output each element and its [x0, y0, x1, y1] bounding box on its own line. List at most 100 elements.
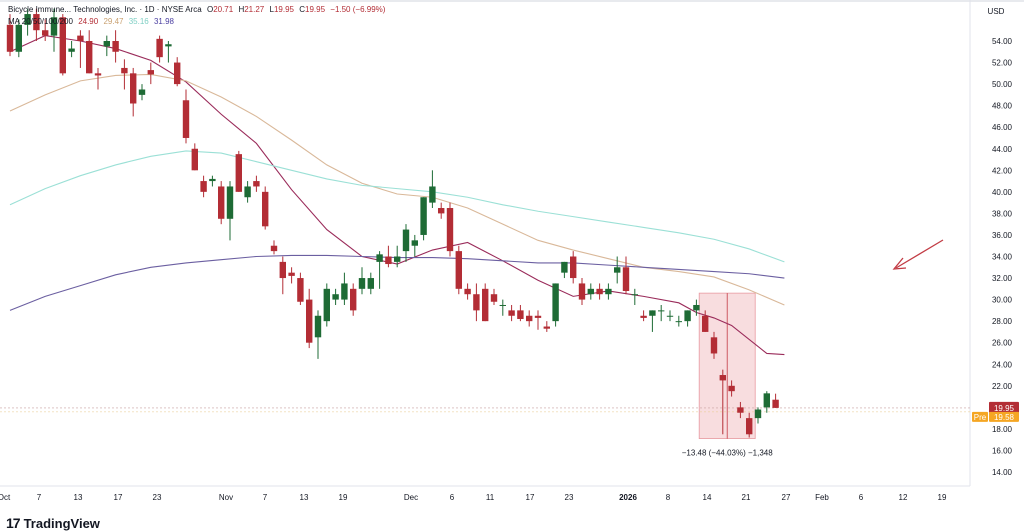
candle-body: [490, 294, 498, 302]
candle-body: [50, 17, 58, 36]
candle-body: [693, 304, 700, 311]
x-tick-label: 14: [703, 493, 712, 502]
x-tick-label: 27: [782, 493, 791, 502]
y-tick-label: 34.00: [992, 253, 1013, 262]
candle-body: [464, 288, 471, 295]
candle-body: [543, 326, 550, 329]
candle-body: [174, 62, 181, 85]
candle-body: [94, 73, 102, 76]
candle-body: [33, 14, 40, 31]
x-tick-label: 13: [74, 493, 83, 502]
candle-body: [534, 315, 542, 318]
measure-label: −13.48 (−44.03%) −1,348: [682, 449, 774, 458]
candle-body: [420, 197, 427, 235]
candle-body: [279, 261, 286, 279]
candle-body: [772, 399, 779, 408]
y-tick-label: 52.00: [992, 59, 1013, 68]
candle-body: [376, 254, 383, 262]
last-price-tag-label: 19.95: [994, 404, 1015, 413]
candle-body: [587, 288, 594, 295]
ohlc-low: 19.95: [273, 5, 294, 14]
y-tick-label: 30.00: [992, 296, 1013, 305]
candle-body: [77, 35, 84, 41]
candle-body: [332, 294, 339, 300]
chart-header: Bicycle Immune... Technologies, Inc. · 1…: [8, 5, 388, 14]
ohlc-high-label: H: [238, 5, 245, 14]
y-tick-label: 44.00: [992, 145, 1013, 154]
candle-body: [147, 70, 154, 75]
candle-body: [640, 315, 647, 318]
candle-body: [288, 272, 295, 276]
tradingview-mark-icon: 17: [6, 515, 21, 531]
candle-body: [763, 393, 770, 408]
ma50-value: 29.47: [103, 17, 124, 26]
x-tick-label: 23: [565, 493, 574, 502]
x-tick-label: 7: [37, 493, 42, 502]
ma-label: MA 20/50/100/200: [8, 17, 73, 26]
candle-body: [631, 294, 638, 296]
candle-body: [482, 288, 489, 322]
candle-body: [429, 186, 436, 203]
x-tick-label: 23: [153, 493, 162, 502]
candle-body: [473, 294, 480, 311]
ohlc-close-label: C: [299, 5, 305, 14]
candle-body: [200, 181, 207, 192]
candle-body: [666, 315, 674, 317]
candle-body: [24, 14, 31, 25]
candle-body: [112, 41, 119, 52]
tradingview-logo[interactable]: 17 TradingView: [6, 515, 100, 531]
y-tick-label: 18.00: [992, 425, 1013, 434]
candle-body: [499, 304, 506, 306]
candle-body: [59, 17, 66, 74]
ohlc-open: 20.71: [213, 5, 234, 14]
ma-line-50: [9, 73, 785, 306]
candle-body: [508, 310, 515, 316]
y-tick-label: 28.00: [992, 317, 1013, 326]
candle-body: [710, 337, 718, 354]
x-tick-label: 8: [666, 493, 671, 502]
candle-body: [156, 38, 163, 58]
y-tick-label: 16.00: [992, 446, 1013, 455]
x-tick-label: 12: [899, 493, 908, 502]
x-tick-label: 7: [263, 493, 268, 502]
candle-body: [323, 288, 330, 322]
candle-body: [719, 375, 726, 381]
y-tick-label: 42.00: [992, 166, 1013, 175]
candle-body: [86, 41, 93, 74]
candle-body: [103, 41, 110, 47]
candle-body: [244, 186, 251, 198]
y-tick-label: 48.00: [992, 102, 1013, 111]
candle-body: [605, 288, 612, 295]
candle-body: [130, 73, 137, 104]
pre-price-tag: [989, 411, 1019, 422]
annotation-arrow-head: [892, 257, 907, 270]
x-tick-label: 17: [526, 493, 535, 502]
x-tick-label: Nov: [219, 493, 233, 502]
ohlc-change: −1.50 (−6.99%): [330, 5, 386, 14]
candle-body: [649, 310, 656, 316]
candle-body: [15, 24, 22, 52]
x-tick-label: 21: [742, 493, 751, 502]
candle-body: [746, 418, 753, 435]
candle-body: [165, 44, 172, 47]
candle-body: [561, 261, 568, 273]
tradingview-name: TradingView: [23, 515, 100, 531]
candle-body: [306, 299, 313, 343]
candle-body: [253, 181, 260, 187]
candle-body: [675, 321, 682, 323]
candle-body: [578, 283, 586, 300]
ma-line-100: [9, 150, 785, 263]
ohlc-high: 21.27: [244, 5, 265, 14]
ohlc-close: 19.95: [305, 5, 326, 14]
y-tick-label: 40.00: [992, 188, 1013, 197]
candle-body: [614, 267, 621, 273]
candle-body: [684, 310, 691, 322]
candle-body: [358, 278, 366, 289]
candle-body: [411, 240, 418, 246]
y-tick-label: 38.00: [992, 209, 1013, 218]
candle-body: [297, 278, 304, 302]
candle-body: [438, 208, 445, 214]
candle-body: [570, 256, 577, 279]
y-tick-label: 46.00: [992, 123, 1013, 132]
